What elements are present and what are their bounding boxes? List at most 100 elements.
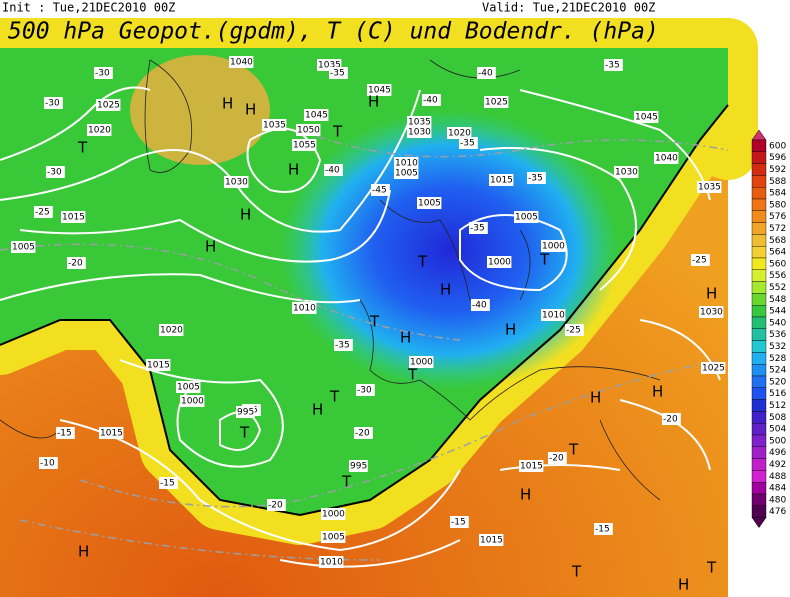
colorbar-label: 488 xyxy=(769,472,786,482)
colorbar-label: 584 xyxy=(769,189,786,199)
colorbar-label: 484 xyxy=(769,484,786,494)
label-box xyxy=(96,99,121,111)
label-box xyxy=(319,556,344,568)
label-box xyxy=(594,523,613,535)
pressure-center: H xyxy=(505,321,516,339)
pressure-center: H xyxy=(678,576,689,594)
label-box xyxy=(354,427,373,439)
colorbar-label: 564 xyxy=(769,248,786,258)
contour-label: -35 xyxy=(470,224,485,234)
contour-label: 1015 xyxy=(480,536,503,546)
label-box xyxy=(296,124,321,136)
colorbar-label: 544 xyxy=(769,307,786,317)
colorbar-cell xyxy=(751,222,767,235)
label-box xyxy=(701,362,726,374)
contour-label: -35 xyxy=(330,69,345,79)
label-box xyxy=(262,119,287,131)
colorbar-label: 492 xyxy=(769,460,786,470)
label-box xyxy=(292,139,317,151)
colorbar-cap xyxy=(751,517,767,529)
label-box xyxy=(417,197,442,209)
pressure-center: H xyxy=(240,206,251,224)
pressure-center: T xyxy=(332,123,343,141)
contour-label: -15 xyxy=(57,429,72,439)
pressure-center: H xyxy=(288,161,299,179)
label-box xyxy=(487,256,512,268)
label-box xyxy=(699,306,724,318)
colorbar-label: 528 xyxy=(769,354,786,364)
label-box xyxy=(394,167,419,179)
contour-label: -30 xyxy=(45,99,60,109)
contour-label: -40 xyxy=(325,166,340,176)
contour-label: -30 xyxy=(47,168,62,178)
contour-label: 1015 xyxy=(147,361,170,371)
colorbar-cell xyxy=(751,139,767,153)
contour-label: 1015 xyxy=(520,462,543,472)
contour-label: -20 xyxy=(355,429,370,439)
colorbar-label: 520 xyxy=(769,377,786,387)
label-box xyxy=(356,384,375,396)
contour-label: -30 xyxy=(357,386,372,396)
label-box xyxy=(514,211,539,223)
label-box xyxy=(394,157,419,169)
colorbar-cell xyxy=(751,387,767,400)
pressure-center: T xyxy=(77,139,88,157)
label-box xyxy=(662,413,681,425)
colorbar-label: 572 xyxy=(769,224,786,234)
label-box xyxy=(99,427,124,439)
contour-label: -45 xyxy=(372,186,387,196)
contour-label: -15 xyxy=(160,479,175,489)
contour-label: 1000 xyxy=(322,510,345,520)
colorbar-cell xyxy=(751,470,767,483)
contour-label: -35 xyxy=(528,174,543,184)
pressure-center: H xyxy=(245,101,256,119)
pressure-center: H xyxy=(440,281,451,299)
pressure-center: T xyxy=(329,388,340,406)
colorbar-label: 568 xyxy=(769,236,786,246)
contour-label: 1015 xyxy=(62,213,85,223)
contour-label: 1020 xyxy=(160,326,183,336)
label-box xyxy=(61,211,86,223)
label-box xyxy=(541,240,566,252)
colorbar-cell xyxy=(751,458,767,471)
pressure-center: T xyxy=(706,559,717,577)
label-box xyxy=(604,59,623,71)
contour-label: -25 xyxy=(566,326,581,336)
cold-core xyxy=(280,110,620,390)
label-box xyxy=(634,111,659,123)
colorbar-label: 560 xyxy=(769,259,786,269)
contour-label: 1005 xyxy=(12,243,35,253)
contour-label: -35 xyxy=(335,341,350,351)
pressure-center: H xyxy=(368,93,379,111)
colorbar-cell xyxy=(751,352,767,365)
contour-label: -25 xyxy=(692,256,707,266)
colorbar-label: 480 xyxy=(769,495,786,505)
label-box xyxy=(422,94,441,106)
label-box xyxy=(407,116,432,128)
contour-label: 1045 xyxy=(368,86,391,96)
label-box xyxy=(236,406,255,418)
colorbar-cell xyxy=(751,423,767,436)
contour-label: 1010 xyxy=(320,558,343,568)
contour-label: 1005 xyxy=(322,533,345,543)
label-box xyxy=(407,126,432,138)
contour-label: 1010 xyxy=(293,304,316,314)
map-title: 500 hPa Geopot.(gpdm), T (C) und Bodendr… xyxy=(8,19,659,45)
colorbar-cell xyxy=(751,281,767,294)
contour-label: -40 xyxy=(472,301,487,311)
contour-label: 1030 xyxy=(225,178,248,188)
label-box xyxy=(292,302,317,314)
label-box xyxy=(176,381,201,393)
colorbar-cell xyxy=(751,364,767,377)
colorbar-cell xyxy=(751,505,767,518)
label-box xyxy=(324,164,343,176)
contour-label: 1005 xyxy=(515,213,538,223)
contour-label: 1035 xyxy=(318,61,341,71)
contour-label: 1020 xyxy=(448,129,471,139)
pressure-center: T xyxy=(407,366,418,384)
label-box xyxy=(697,181,722,193)
colorbar-cell xyxy=(751,210,767,223)
